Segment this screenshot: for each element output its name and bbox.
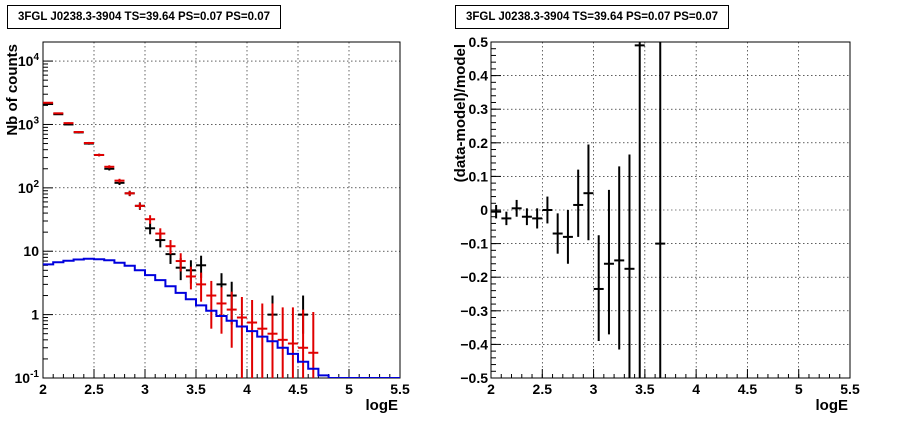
data-point — [216, 287, 227, 334]
y-tick-label: 0.5 — [469, 34, 489, 50]
data-point — [603, 189, 614, 335]
data-point — [501, 211, 512, 226]
y-tick-label: −0.4 — [460, 336, 488, 352]
x-tick-label: 3 — [141, 381, 149, 397]
data-point — [277, 307, 288, 378]
y-tick-label: −0.1 — [460, 236, 488, 252]
residuals-plot: 2 2.5 3 3.5 4 4.5 5 5.5 −0.5 −0.4 −0.3 −0.2 −0.1 0 0.1… — [452, 34, 860, 414]
x-tick-label: 3.5 — [635, 381, 655, 397]
data-point — [521, 208, 532, 226]
y-tick-label: 1 — [31, 307, 39, 323]
y-tick-label: 10 — [23, 243, 39, 259]
data-point — [532, 208, 543, 229]
data-point — [287, 307, 298, 378]
data-point — [511, 199, 522, 217]
counts-title: 3FGL J0238.3-3904 TS=39.64 PS=0.07 PS=0.… — [7, 5, 282, 29]
data-point — [165, 240, 176, 255]
data-point — [624, 154, 635, 378]
residuals-title: 3FGL J0238.3-3904 TS=39.64 PS=0.07 PS=0.… — [455, 5, 730, 29]
y-tick-label: 0.4 — [469, 68, 489, 84]
series-0 — [491, 42, 666, 378]
data-point — [145, 222, 156, 235]
y-tick-label: 0 — [480, 202, 488, 218]
y-tick-label: −0.2 — [460, 269, 488, 285]
data-point — [185, 266, 196, 290]
y-tick-label: 0.3 — [469, 101, 489, 117]
x-tick-label: 5 — [795, 381, 803, 397]
data-point — [593, 235, 604, 342]
counts-panel: 2 2.5 3 3.5 4 4.5 5 5.5 10-1 1 10 102 103 104 logE Nb o… — [4, 5, 410, 414]
data-point — [298, 309, 309, 378]
counts-plot: 2 2.5 3 3.5 4 4.5 5 5.5 10-1 1 10 102 103 104 logE Nb o… — [4, 41, 410, 414]
data-point — [196, 272, 207, 302]
y-axis-title: Nb of counts — [4, 44, 21, 136]
data-point — [94, 153, 105, 157]
data-point — [104, 165, 115, 169]
data-point — [614, 166, 625, 350]
data-point — [134, 202, 145, 210]
y-tick-label: 103 — [18, 115, 40, 132]
x-axis-title: logE — [816, 397, 849, 414]
x-tick-label: 5.5 — [390, 381, 410, 397]
data-point — [83, 141, 94, 145]
y-tick-label: 104 — [18, 52, 40, 69]
data-point — [226, 291, 237, 348]
data-point — [63, 122, 74, 125]
x-tick-label: 2 — [487, 381, 495, 397]
data-point — [562, 210, 573, 264]
y-tick-label: 10-1 — [15, 369, 40, 386]
x-tick-label: 2.5 — [533, 381, 553, 397]
data-point — [175, 253, 186, 272]
series-1 — [43, 101, 319, 378]
model-histogram — [43, 257, 400, 378]
data-point — [655, 42, 666, 378]
data-point — [552, 213, 563, 254]
y-tick-label: −0.3 — [460, 303, 488, 319]
data-point — [247, 300, 258, 378]
x-tick-label: 2 — [39, 381, 47, 397]
data-point — [573, 169, 584, 237]
x-tick-label: 2.5 — [84, 381, 104, 397]
y-tick-label: 0.1 — [469, 168, 489, 184]
data-point — [236, 296, 247, 378]
y-axis-title: (data-model)/model — [452, 44, 469, 182]
data-point — [53, 112, 64, 115]
x-tick-label: 4.5 — [288, 381, 308, 397]
x-tick-label: 3 — [590, 381, 598, 397]
data-point — [43, 101, 54, 104]
data-point — [73, 131, 84, 134]
plot-area — [491, 42, 666, 378]
data-point — [542, 196, 553, 224]
x-tick-label: 4 — [243, 381, 251, 397]
data-point — [308, 311, 319, 378]
x-tick-label: 5.5 — [840, 381, 860, 397]
x-tick-label: 3.5 — [186, 381, 206, 397]
data-point — [145, 215, 156, 224]
x-tick-label: 4.5 — [738, 381, 758, 397]
data-point — [634, 42, 645, 378]
y-tick-label: 0.2 — [469, 135, 489, 151]
x-axis-title: logE — [366, 397, 399, 414]
x-tick-label: 4 — [692, 381, 700, 397]
y-tick-label: −0.5 — [460, 370, 488, 386]
data-point — [114, 178, 125, 183]
y-tick-label: 102 — [18, 179, 40, 196]
plot-area — [43, 101, 400, 378]
data-point — [257, 303, 268, 378]
data-point — [491, 204, 502, 219]
data-point — [206, 280, 217, 329]
data-point — [124, 191, 135, 196]
residuals-panel: 2 2.5 3 3.5 4 4.5 5 5.5 −0.5 −0.4 −0.3 −0.2 −0.1 0 0.1… — [449, 0, 898, 421]
data-point — [583, 144, 594, 241]
data-point — [155, 228, 166, 240]
x-tick-label: 5 — [345, 381, 353, 397]
